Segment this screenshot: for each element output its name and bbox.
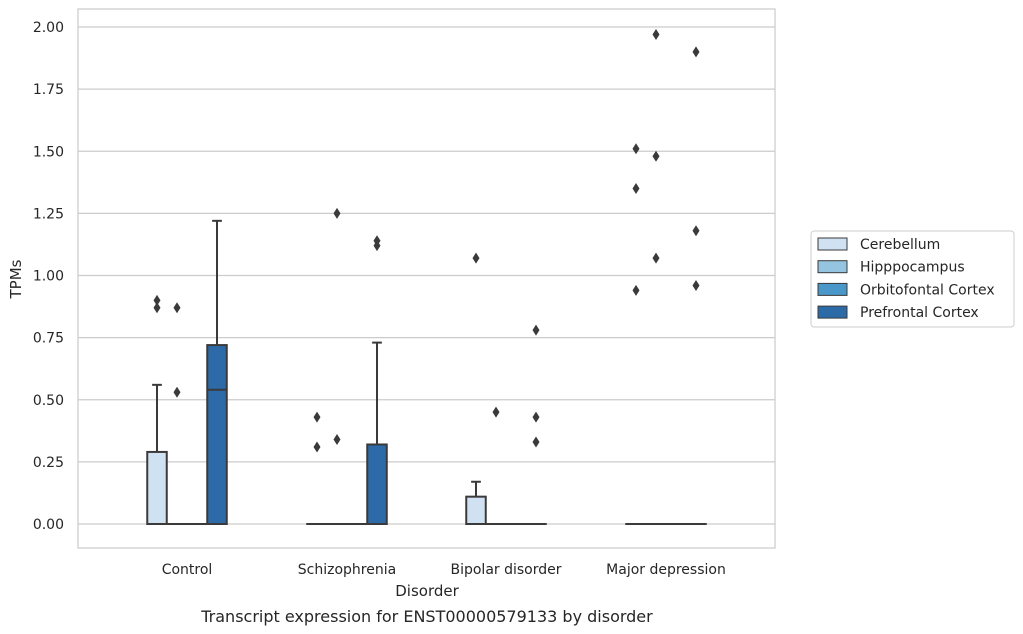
legend-swatch (817, 282, 848, 296)
box-hipppocampus-2 (485, 406, 507, 526)
outlier-point (472, 252, 480, 264)
legend-swatch (817, 237, 848, 251)
box-cerebellum-3 (625, 143, 647, 526)
box-hipppocampus-0 (166, 302, 188, 526)
outlier-point (153, 302, 161, 314)
box-cerebellum-0 (146, 294, 168, 525)
outlier-point (632, 183, 640, 195)
y-tick-label: 1.50 (33, 144, 64, 160)
outlier-point (632, 143, 640, 155)
outlier-point (652, 252, 660, 264)
y-tick-label: 1.00 (33, 269, 64, 285)
y-tick-label: 0.25 (33, 455, 64, 471)
legend-swatch (817, 260, 848, 274)
legend: Cerebellum Hipppocampus Orbitofontal Corte… (810, 230, 1015, 328)
box-body (366, 443, 388, 526)
x-tick-label: Major depression (606, 562, 726, 578)
box-prefrontal-cortex-3 (685, 46, 707, 526)
outlier-point (632, 284, 640, 296)
y-tick-label: 0.75 (33, 331, 64, 347)
y-tick-label: 1.75 (33, 82, 64, 98)
figure-caption: Transcript expression for ENST0000057913… (200, 607, 653, 626)
outlier-point (173, 302, 181, 314)
gridlines (78, 26, 775, 525)
y-tick-label: 0.50 (33, 393, 64, 409)
box-plot-area (146, 28, 707, 526)
outlier-point (652, 28, 660, 40)
legend-label: Prefrontal Cortex (860, 305, 979, 321)
outlier-point (652, 150, 660, 162)
legend-label: Hipppocampus (860, 260, 965, 276)
x-tick-labels: Control Schizophrenia Bipolar disorder Majo… (162, 562, 726, 578)
outlier-point (692, 279, 700, 291)
box-hipppocampus-1 (326, 207, 348, 526)
y-axis-title: TPMs (7, 259, 25, 299)
legend-swatch (817, 305, 848, 319)
box-cerebellum-2 (465, 252, 487, 526)
outlier-point (532, 324, 540, 336)
outlier-point (692, 46, 700, 58)
outlier-point (173, 386, 181, 398)
outlier-point (532, 411, 540, 423)
y-tick-label: 0.00 (33, 517, 64, 533)
box-body (146, 450, 168, 525)
box-body (465, 495, 487, 526)
box-prefrontal-cortex-2 (525, 324, 547, 526)
y-tick-labels: 0.00 0.25 0.50 0.75 1.00 1.25 1.50 1.75 2.00 (33, 20, 64, 533)
x-tick-label: Control (162, 562, 213, 578)
outlier-point (692, 225, 700, 237)
outlier-point (313, 441, 321, 453)
box-hipppocampus-3 (645, 28, 667, 526)
outlier-point (313, 411, 321, 423)
outlier-point (153, 294, 161, 306)
x-axis-title: Disorder (395, 582, 459, 600)
box-body (206, 344, 228, 525)
y-tick-label: 2.00 (33, 20, 64, 36)
x-tick-label: Bipolar disorder (450, 562, 561, 578)
outlier-point (333, 434, 341, 446)
outlier-point (532, 436, 540, 448)
legend-label: Orbitofontal Cortex (860, 282, 995, 298)
box-prefrontal-cortex-0 (206, 219, 228, 525)
box-cerebellum-1 (306, 411, 328, 526)
y-tick-label: 1.25 (33, 206, 64, 222)
outlier-point (333, 207, 341, 219)
plot-frame (77, 8, 776, 549)
x-tick-label: Schizophrenia (298, 562, 396, 578)
legend-label: Cerebellum (860, 237, 940, 253)
legend-frame (810, 230, 1015, 328)
outlier-point (492, 406, 500, 418)
box-prefrontal-cortex-1 (366, 235, 388, 526)
outlier-point (373, 235, 381, 247)
